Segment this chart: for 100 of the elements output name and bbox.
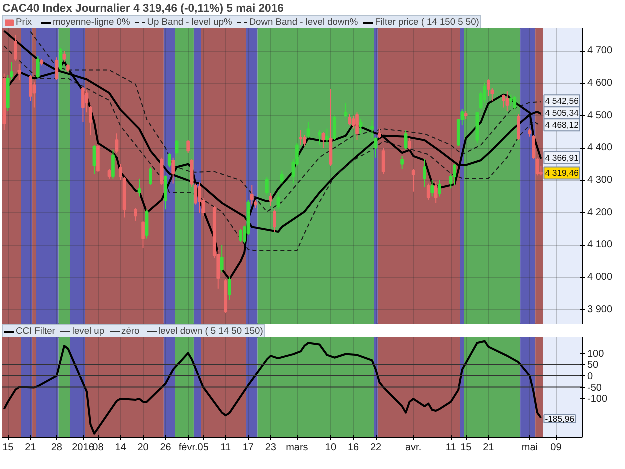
legend-label: level down ( 5 14 50 150) [158,326,264,336]
candlestick [55,57,59,81]
candlestick [434,182,438,204]
candlestick [280,170,284,184]
legend-label: CCI Filter [16,326,56,336]
candlestick [228,277,232,301]
x-tick-label: 17 [242,442,254,454]
line-series [4,46,542,252]
candlestick [506,91,510,112]
candlestick [303,134,306,148]
candlestick [82,86,85,123]
candlestick [115,133,119,154]
y-tick-label: 4 400 [588,142,613,154]
x-tick-label: 16 [348,442,360,454]
x-tick-label: 26 [160,442,172,454]
candlestick [92,144,96,175]
y-tick-label: 4 200 [588,207,613,218]
candlestick [404,130,408,150]
candlestick [198,182,202,214]
legend-label: level up [72,326,105,336]
y-tick-label: 4 500 [588,110,613,122]
x-tick-label: 20 [138,442,150,454]
y-tick-label: 0 [588,371,594,382]
legend-label: Prix [16,17,34,27]
line-series [3,340,542,435]
x-tick-label: 22 [370,442,382,454]
candlestick [59,47,62,72]
candlestick [306,122,310,139]
candlestick [145,209,149,240]
legend-label: zéro [122,326,141,336]
candlestick [400,156,404,170]
annotation: 4 505,34 [545,108,580,118]
x-tick-label: mars [286,442,308,454]
x-tick-label: 11 [220,442,232,454]
chart-title: CAC40 Index Journalier 4 319,46 (-0,11%) 5 mai 2016 [2,3,284,15]
candlestick [426,183,430,200]
candlestick [378,128,382,139]
candlestick [318,130,322,146]
annotation: 4 468,12 [545,120,580,130]
candlestick [276,191,280,210]
x-tick-label: 10 [325,442,337,454]
candlestick [453,164,457,186]
y-tick-label: 50 [588,360,600,372]
candlestick [322,132,326,149]
candlestick [536,157,540,176]
x-tick-label: 11 [446,442,457,454]
candlestick [517,114,520,141]
candlestick [250,184,254,206]
legend-label: moyenne-ligne 0% [53,17,130,27]
candlestick [333,115,336,141]
y-tick-label: 4 600 [588,78,613,89]
y-tick-label: -50 [588,382,602,394]
x-tick-label: 14 [115,442,127,454]
candlestick [36,55,40,80]
candlestick [14,34,18,62]
y-tick-label: 3 900 [588,304,613,316]
candlestick [344,103,348,118]
y-tick-label: 100 [588,348,605,360]
y-tick-label: 4 000 [588,272,613,284]
candlestick [438,180,442,198]
candlestick [220,244,224,274]
candlestick [134,208,138,222]
x-tick-label: 09 [550,442,562,454]
candlestick [513,96,517,110]
x-tick-label: 2016 [72,442,95,454]
candlestick [408,138,412,150]
candlestick [138,178,142,198]
candlestick [172,157,175,184]
candlestick [326,128,329,146]
candlestick [265,176,269,196]
candlestick [348,114,352,126]
candlestick [168,152,172,168]
x-tick-label: avr. [406,442,422,454]
candlestick [430,180,434,198]
x-tick-label: 28 [51,442,63,454]
candlestick [510,94,513,107]
annotation: 4 542,56 [545,96,580,106]
candlestick [175,140,179,156]
candlestick [239,228,243,243]
candlestick [186,140,190,154]
line-series [30,31,542,212]
candlestick [273,209,276,233]
x-tick-label: mai [522,442,538,454]
x-tick-label: févr. [178,442,198,454]
candlestick [108,168,112,180]
candlestick [382,148,386,175]
candlestick [164,175,168,210]
annotation: -185,96 [545,414,575,424]
legend-label: Filter price ( 14 150 5 50) [375,17,480,27]
candlestick [269,192,273,207]
candlestick [356,112,359,141]
candlestick [112,149,115,180]
x-tick-label: 21 [483,442,495,454]
x-tick-label: 15 [460,442,472,454]
annotation: 4 319,46 [545,168,580,178]
candlestick [18,64,22,81]
candlestick [142,220,145,249]
x-tick-label: 15 [2,442,14,454]
legend-label: Down Band - level down% [249,17,358,27]
x-tick-label: 21 [25,442,37,454]
